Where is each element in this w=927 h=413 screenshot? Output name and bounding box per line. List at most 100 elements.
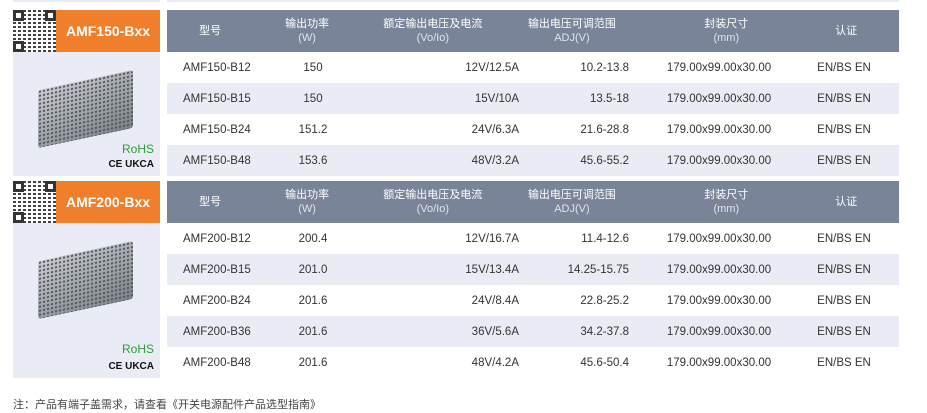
table-row: AMF150-B24 151.2 24V/6.3A 21.6-28.8 179.00x9… [167,114,899,145]
table-row: AMF150-B48 153.6 48V/3.2A 45.6-55.2 179.00x9… [167,145,899,176]
cell: 179.00x99.00x30.00 [666,123,772,136]
cell: AMF150-B12 [183,61,251,74]
cell: 151.2 [298,123,328,136]
cell: 179.00x99.00x30.00 [666,263,772,276]
cell: 12V/12.5A [465,61,519,74]
cell: 15V/13.4A [465,263,519,276]
cell: AMF200-B15 [183,263,251,276]
table-row: AMF150-B12 150 12V/12.5A 10.2-13.8 179.00x99… [167,52,899,83]
cell: 21.6-28.8 [580,123,629,136]
cell: 179.00x99.00x30.00 [666,154,772,167]
header-rated-unit: (Vo/Io) [416,32,449,44]
header-power-unit: (W) [298,32,316,44]
series-title: AMF150-Bxx [56,10,160,52]
product-image-area: RoHS CE UKCA [13,52,160,176]
header-adj-unit: ADJ(V) [554,203,590,215]
table-row: AMF150-B15 150 15V/10A 13.5-18 179.00x99.00x… [167,83,899,114]
divider [167,0,899,2]
cell: 179.00x99.00x30.00 [666,356,772,369]
power-supply-image [38,240,133,320]
cell: EN/BS EN [817,61,871,74]
header-rated: 额定输出电压及电流 [383,189,483,201]
cell: 179.00x99.00x30.00 [666,61,772,74]
table-row: AMF200-B15 201.0 15V/13.4A 14.25-15.75 179.0… [167,254,899,285]
table-row: AMF200-B24 201.6 24V/8.4A 22.8-25.2 179.00x9… [167,285,899,316]
header-size-unit: (mm) [713,32,740,44]
cell: 48V/3.2A [471,154,519,167]
cell: 179.00x99.00x30.00 [666,92,772,105]
product-image-area: RoHS CE UKCA [13,223,160,378]
cell: 150 [303,92,323,105]
cell: 201.6 [298,325,328,338]
table-row: AMF200-B12 200.4 12V/16.7A 11.4-12.6 179.00x… [167,223,899,254]
cell: EN/BS EN [817,356,871,369]
header-rated: 额定输出电压及电流 [383,18,483,30]
cell: EN/BS EN [817,92,871,105]
table-header: 型号 输出功率 (W) 额定输出电压及电流 (Vo/Io) 输出电压可调范围 ADJ(… [167,181,899,223]
header-adj: 输出电压可调范围 [527,189,616,201]
header-size: 封装尺寸 [704,18,749,30]
power-supply-image [38,69,133,149]
cell: EN/BS EN [817,154,871,167]
cell: 48V/4.2A [471,356,519,369]
cell: 11.4-12.6 [581,232,629,245]
cell: 13.5-18 [589,92,629,105]
cell: 179.00x99.00x30.00 [666,232,772,245]
cell: AMF200-B24 [183,294,251,307]
cell: 201.6 [298,356,328,369]
series-title: AMF200-Bxx [56,181,160,223]
cell: EN/BS EN [817,123,871,136]
header-model: 型号 [199,196,222,208]
cell: AMF150-B15 [183,92,251,105]
cell: 15V/10A [474,92,519,105]
cell: 36V/5.6A [471,325,519,338]
cell: 34.2-37.8 [580,325,629,338]
qr-code-icon[interactable] [13,10,56,52]
ce-ukca-logo: CE UKCA [108,159,154,170]
cell: 10.2-13.8 [580,61,629,74]
cell: AMF150-B48 [183,154,251,167]
header-rated-unit: (Vo/Io) [416,203,449,215]
table-row: AMF200-B36 201.6 36V/5.6A 34.2-37.8 179.00x9… [167,316,899,347]
spec-table: 型号 输出功率 (W) 额定输出电压及电流 (Vo/Io) 输出电压可调范围 ADJ(… [167,10,899,176]
cell: EN/BS EN [817,294,871,307]
header-adj: 输出电压可调范围 [527,18,616,30]
product-panel: AMF200-Bxx RoHS CE UKCA [13,181,160,378]
cell: 179.00x99.00x30.00 [666,325,772,338]
cell: EN/BS EN [817,263,871,276]
header-power-unit: (W) [298,203,316,215]
cell: AMF200-B12 [183,232,251,245]
cell: 22.8-25.2 [580,294,629,307]
cell: 179.00x99.00x30.00 [666,294,772,307]
cell: 45.6-50.4 [580,356,629,369]
cell: 24V/8.4A [471,294,519,307]
header-power: 输出功率 [285,18,330,30]
header-size: 封装尺寸 [704,189,749,201]
header-adj-unit: ADJ(V) [554,32,590,44]
header-model: 型号 [199,25,222,37]
header-power: 输出功率 [285,189,330,201]
product-panel: AMF150-Bxx RoHS CE UKCA [13,10,160,176]
cell: 14.25-15.75 [567,263,629,276]
ce-ukca-logo: CE UKCA [108,361,154,372]
divider [13,0,160,2]
cell: 200.4 [298,232,328,245]
cell: AMF150-B24 [183,123,251,136]
cell: AMF200-B36 [183,325,251,338]
table-body: AMF200-B12 200.4 12V/16.7A 11.4-12.6 179.00x… [167,223,899,378]
cell: 45.6-55.2 [580,154,629,167]
qr-code-icon[interactable] [13,181,56,223]
header-size-unit: (mm) [713,203,740,215]
header-cert: 认证 [835,196,858,208]
table-body: AMF150-B12 150 12V/12.5A 10.2-13.8 179.00x99… [167,52,899,176]
cell: 12V/16.7A [465,232,519,245]
table-header: 型号 输出功率 (W) 额定输出电压及电流 (Vo/Io) 输出电压可调范围 ADJ(… [167,10,899,52]
cell: AMF200-B48 [183,356,251,369]
table-row: AMF200-B48 201.6 48V/4.2A 45.6-50.4 179.00x9… [167,347,899,378]
cell: EN/BS EN [817,232,871,245]
cell: 201.6 [298,294,328,307]
cell: 153.6 [298,154,328,167]
cell: EN/BS EN [817,325,871,338]
footnote: 注：产品有端子盖需求，请查看《开关电源配件产品选型指南》 [13,399,321,411]
cell: 24V/6.3A [471,123,519,136]
